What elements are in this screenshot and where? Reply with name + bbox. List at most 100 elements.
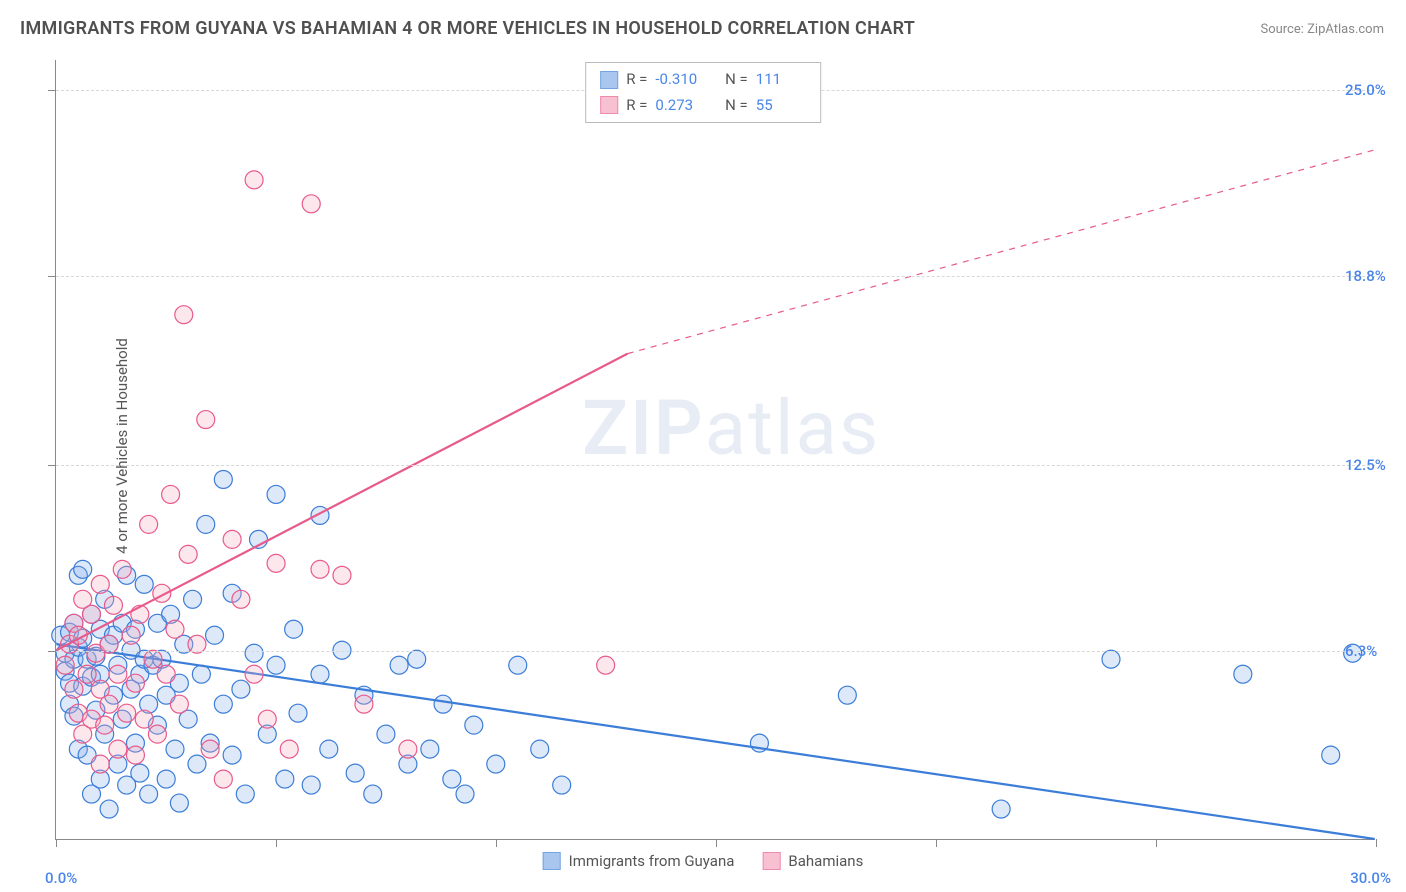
scatter-point xyxy=(100,695,118,713)
scatter-point xyxy=(443,770,461,788)
scatter-point xyxy=(148,725,166,743)
scatter-point xyxy=(91,755,109,773)
scatter-point xyxy=(197,411,215,429)
scatter-point xyxy=(170,695,188,713)
scatter-point xyxy=(157,770,175,788)
scatter-point xyxy=(267,656,285,674)
scatter-point xyxy=(838,686,856,704)
scatter-point xyxy=(170,794,188,812)
scatter-point xyxy=(96,716,114,734)
scatter-point xyxy=(197,515,215,533)
x-tick xyxy=(1156,839,1157,847)
gridline xyxy=(56,465,1375,466)
scatter-point xyxy=(280,740,298,758)
scatter-point xyxy=(201,740,219,758)
r-value-2: 0.273 xyxy=(655,93,705,119)
plot-area: 6.3%12.5%18.8%25.0% xyxy=(55,60,1375,840)
scatter-point xyxy=(285,620,303,638)
scatter-point xyxy=(992,800,1010,818)
swatch-series1 xyxy=(600,71,618,89)
scatter-point xyxy=(162,485,180,503)
r-label-2: R = xyxy=(626,93,647,119)
scatter-point xyxy=(135,575,153,593)
scatter-point xyxy=(1322,746,1340,764)
scatter-point xyxy=(355,695,373,713)
scatter-point xyxy=(192,665,210,683)
scatter-point xyxy=(113,560,131,578)
scatter-point xyxy=(214,695,232,713)
y-tick-label: 6.3% xyxy=(1345,642,1406,660)
scatter-point xyxy=(214,770,232,788)
r-value-1: -0.310 xyxy=(655,67,705,93)
scatter-point xyxy=(456,785,474,803)
n-label-2: N = xyxy=(725,93,748,119)
stats-row-2: R = 0.273 N = 55 xyxy=(600,93,806,119)
source-label: Source: ZipAtlas.com xyxy=(1260,22,1384,37)
plot-svg xyxy=(56,60,1375,839)
origin-label: 0.0% xyxy=(45,869,77,887)
scatter-point xyxy=(166,620,184,638)
scatter-point xyxy=(245,644,263,662)
scatter-point xyxy=(465,716,483,734)
scatter-point xyxy=(184,590,202,608)
scatter-point xyxy=(188,755,206,773)
scatter-point xyxy=(65,680,83,698)
xmax-label: 30.0% xyxy=(1350,869,1391,887)
scatter-point xyxy=(377,725,395,743)
n-label-1: N = xyxy=(725,67,748,93)
x-tick xyxy=(496,839,497,847)
y-tick xyxy=(48,90,56,91)
scatter-point xyxy=(346,764,364,782)
scatter-point xyxy=(223,530,241,548)
gridline xyxy=(56,651,1375,652)
scatter-point xyxy=(166,740,184,758)
scatter-point xyxy=(531,740,549,758)
n-value-1: 111 xyxy=(756,67,806,93)
trend-line-extrapolated xyxy=(628,150,1375,354)
y-tick xyxy=(48,651,56,652)
scatter-point xyxy=(434,695,452,713)
scatter-point xyxy=(487,755,505,773)
scatter-point xyxy=(232,680,250,698)
scatter-point xyxy=(104,596,122,614)
stats-box: R = -0.310 N = 111 R = 0.273 N = 55 xyxy=(585,62,821,123)
scatter-point xyxy=(245,171,263,189)
x-tick xyxy=(1376,839,1377,847)
scatter-point xyxy=(236,785,254,803)
scatter-point xyxy=(364,785,382,803)
n-value-2: 55 xyxy=(756,93,806,119)
scatter-point xyxy=(122,626,140,644)
scatter-point xyxy=(74,560,92,578)
x-tick xyxy=(56,839,57,847)
gridline xyxy=(56,276,1375,277)
scatter-point xyxy=(100,800,118,818)
scatter-point xyxy=(276,770,294,788)
r-label-1: R = xyxy=(626,67,647,93)
scatter-point xyxy=(109,665,127,683)
scatter-point xyxy=(258,710,276,728)
scatter-point xyxy=(421,740,439,758)
scatter-point xyxy=(83,605,101,623)
y-tick-label: 18.8% xyxy=(1345,267,1406,285)
scatter-point xyxy=(157,665,175,683)
scatter-point xyxy=(597,656,615,674)
scatter-point xyxy=(109,740,127,758)
legend-label-1: Immigrants from Guyana xyxy=(569,852,735,870)
scatter-point xyxy=(78,665,96,683)
scatter-point xyxy=(399,740,417,758)
stats-row-1: R = -0.310 N = 111 xyxy=(600,67,806,93)
scatter-point xyxy=(214,470,232,488)
scatter-point xyxy=(135,710,153,728)
y-tick xyxy=(48,465,56,466)
scatter-point xyxy=(126,746,144,764)
scatter-point xyxy=(553,776,571,794)
chart-container: IMMIGRANTS FROM GUYANA VS BAHAMIAN 4 OR … xyxy=(0,0,1406,892)
bottom-legend: Immigrants from Guyana Bahamians xyxy=(543,852,864,870)
scatter-point xyxy=(140,515,158,533)
scatter-point xyxy=(1234,665,1252,683)
scatter-point xyxy=(408,650,426,668)
scatter-point xyxy=(56,656,74,674)
scatter-point xyxy=(140,785,158,803)
scatter-point xyxy=(179,545,197,563)
legend-label-2: Bahamians xyxy=(788,852,863,870)
